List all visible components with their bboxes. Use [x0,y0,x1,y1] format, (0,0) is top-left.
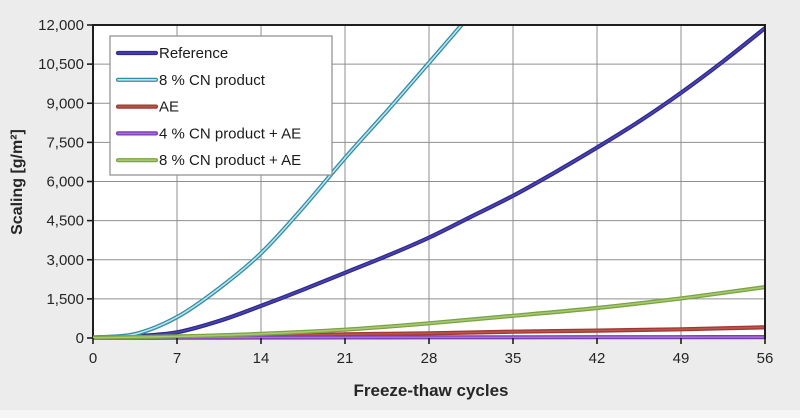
x-tick-label-21: 21 [337,350,354,367]
y-tick-label-7500: 7,500 [46,134,84,151]
series-line-core-reference [93,27,765,339]
y-tick-label-10500: 10,500 [38,56,84,73]
axis-tick-labels: 0 7 14 21 28 35 42 49 56 0 1,500 3,000 4,500 6,000 7,5… [38,17,773,367]
series-group [93,24,765,340]
legend-label-8-cn-product-ae: 8 % CN product + AE [159,152,301,169]
series-reference [93,26,765,340]
x-tick-label-7: 7 [173,350,181,367]
legend-item-4-cn-product-ae: 4 % CN product + AE [115,125,301,142]
legend-label-8-cn-product: 8 % CN product [159,72,266,89]
legend-label-reference: Reference [159,45,228,62]
x-tick-label-49: 49 [673,350,690,367]
x-axis-title: Freeze-thaw cycles [354,381,509,400]
x-tick-label-35: 35 [505,350,522,367]
y-tick-label-6000: 6,000 [46,174,84,191]
y-tick-label-12000: 12,000 [38,17,84,34]
legend-item-8-cn-product-ae: 8 % CN product + AE [115,152,301,169]
series-line-core-8-cn-product-ae [93,286,765,339]
legend-item-reference: Reference [115,45,228,62]
legend-item-8-cn-product: 8 % CN product [115,72,266,89]
series-line-core-8-cn-product [93,24,464,339]
legend-label-4-cn-product-ae: 4 % CN product + AE [159,125,301,142]
figure-bottom-strip [0,410,800,418]
y-tick-label-3000: 3,000 [46,252,84,269]
x-tick-label-0: 0 [89,350,97,367]
y-tick-label-0: 0 [76,330,84,347]
y-axis-title: Scaling [g/m²] [9,129,26,235]
y-tick-label-9000: 9,000 [46,95,84,112]
plot-border-overlay [92,24,766,339]
x-tick-label-28: 28 [421,350,438,367]
axis-ticks [87,24,766,344]
y-tick-label-4500: 4,500 [46,213,84,230]
y-tick-label-1500: 1,500 [46,291,84,308]
series-8-cn-product [93,24,466,340]
x-tick-label-42: 42 [589,350,606,367]
legend: Reference 8 % CN product AE 4 % CN product … [109,35,333,176]
series-8-cn-product-ae [93,285,765,340]
x-tick-label-56: 56 [757,350,774,367]
legend-label-ae: AE [159,99,179,116]
x-tick-label-14: 14 [253,350,270,367]
legend-item-ae: AE [115,99,179,116]
